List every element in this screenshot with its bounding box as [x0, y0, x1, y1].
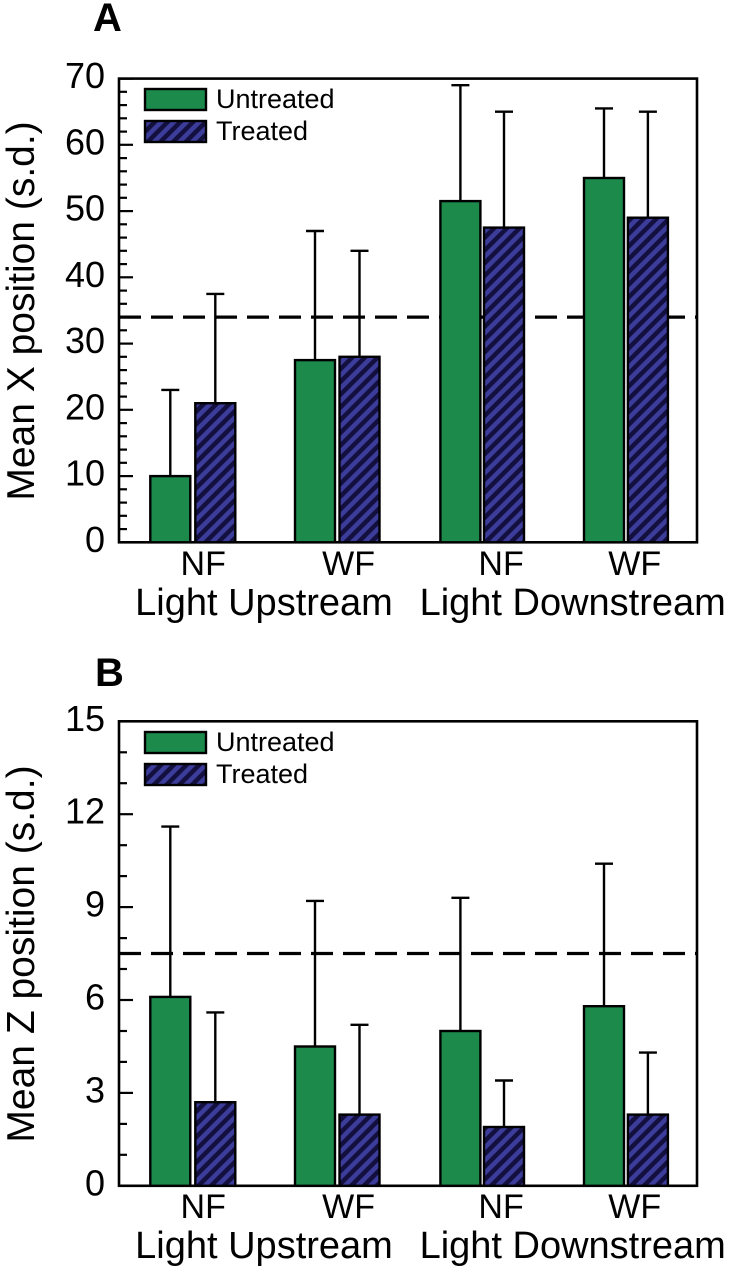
- svg-text:10: 10: [65, 453, 105, 494]
- svg-text:B: B: [95, 651, 124, 695]
- svg-text:50: 50: [65, 188, 105, 229]
- svg-text:Light Upstream: Light Upstream: [135, 1225, 393, 1267]
- svg-text:WF: WF: [322, 1188, 375, 1226]
- svg-text:3: 3: [85, 1069, 105, 1110]
- svg-text:Light Downstream: Light Downstream: [420, 1225, 726, 1267]
- svg-text:A: A: [93, 0, 122, 40]
- svg-text:0: 0: [85, 519, 105, 560]
- svg-text:6: 6: [85, 977, 105, 1018]
- svg-text:NF: NF: [181, 1188, 226, 1226]
- svg-text:40: 40: [65, 254, 105, 295]
- svg-text:Untreated: Untreated: [216, 84, 335, 114]
- svg-text:60: 60: [65, 121, 105, 162]
- svg-text:15: 15: [65, 698, 105, 739]
- svg-text:70: 70: [65, 55, 105, 96]
- svg-text:WF: WF: [322, 545, 375, 583]
- svg-text:WF: WF: [608, 1188, 661, 1226]
- svg-text:12: 12: [65, 791, 105, 832]
- svg-text:Treated: Treated: [216, 759, 308, 789]
- svg-text:0: 0: [85, 1162, 105, 1203]
- svg-text:Mean X position (s.d.): Mean X position (s.d.): [0, 121, 43, 500]
- svg-text:Untreated: Untreated: [216, 727, 335, 757]
- svg-text:Light Upstream: Light Upstream: [135, 582, 393, 624]
- svg-text:Mean Z position (s.d.): Mean Z position (s.d.): [0, 765, 43, 1142]
- svg-text:20: 20: [65, 386, 105, 427]
- svg-text:WF: WF: [608, 545, 661, 583]
- svg-text:Treated: Treated: [216, 116, 308, 146]
- svg-text:9: 9: [85, 884, 105, 925]
- svg-text:30: 30: [65, 320, 105, 361]
- svg-text:NF: NF: [478, 545, 523, 583]
- svg-text:Light Downstream: Light Downstream: [420, 582, 726, 624]
- svg-text:NF: NF: [181, 545, 226, 583]
- svg-text:NF: NF: [478, 1188, 523, 1226]
